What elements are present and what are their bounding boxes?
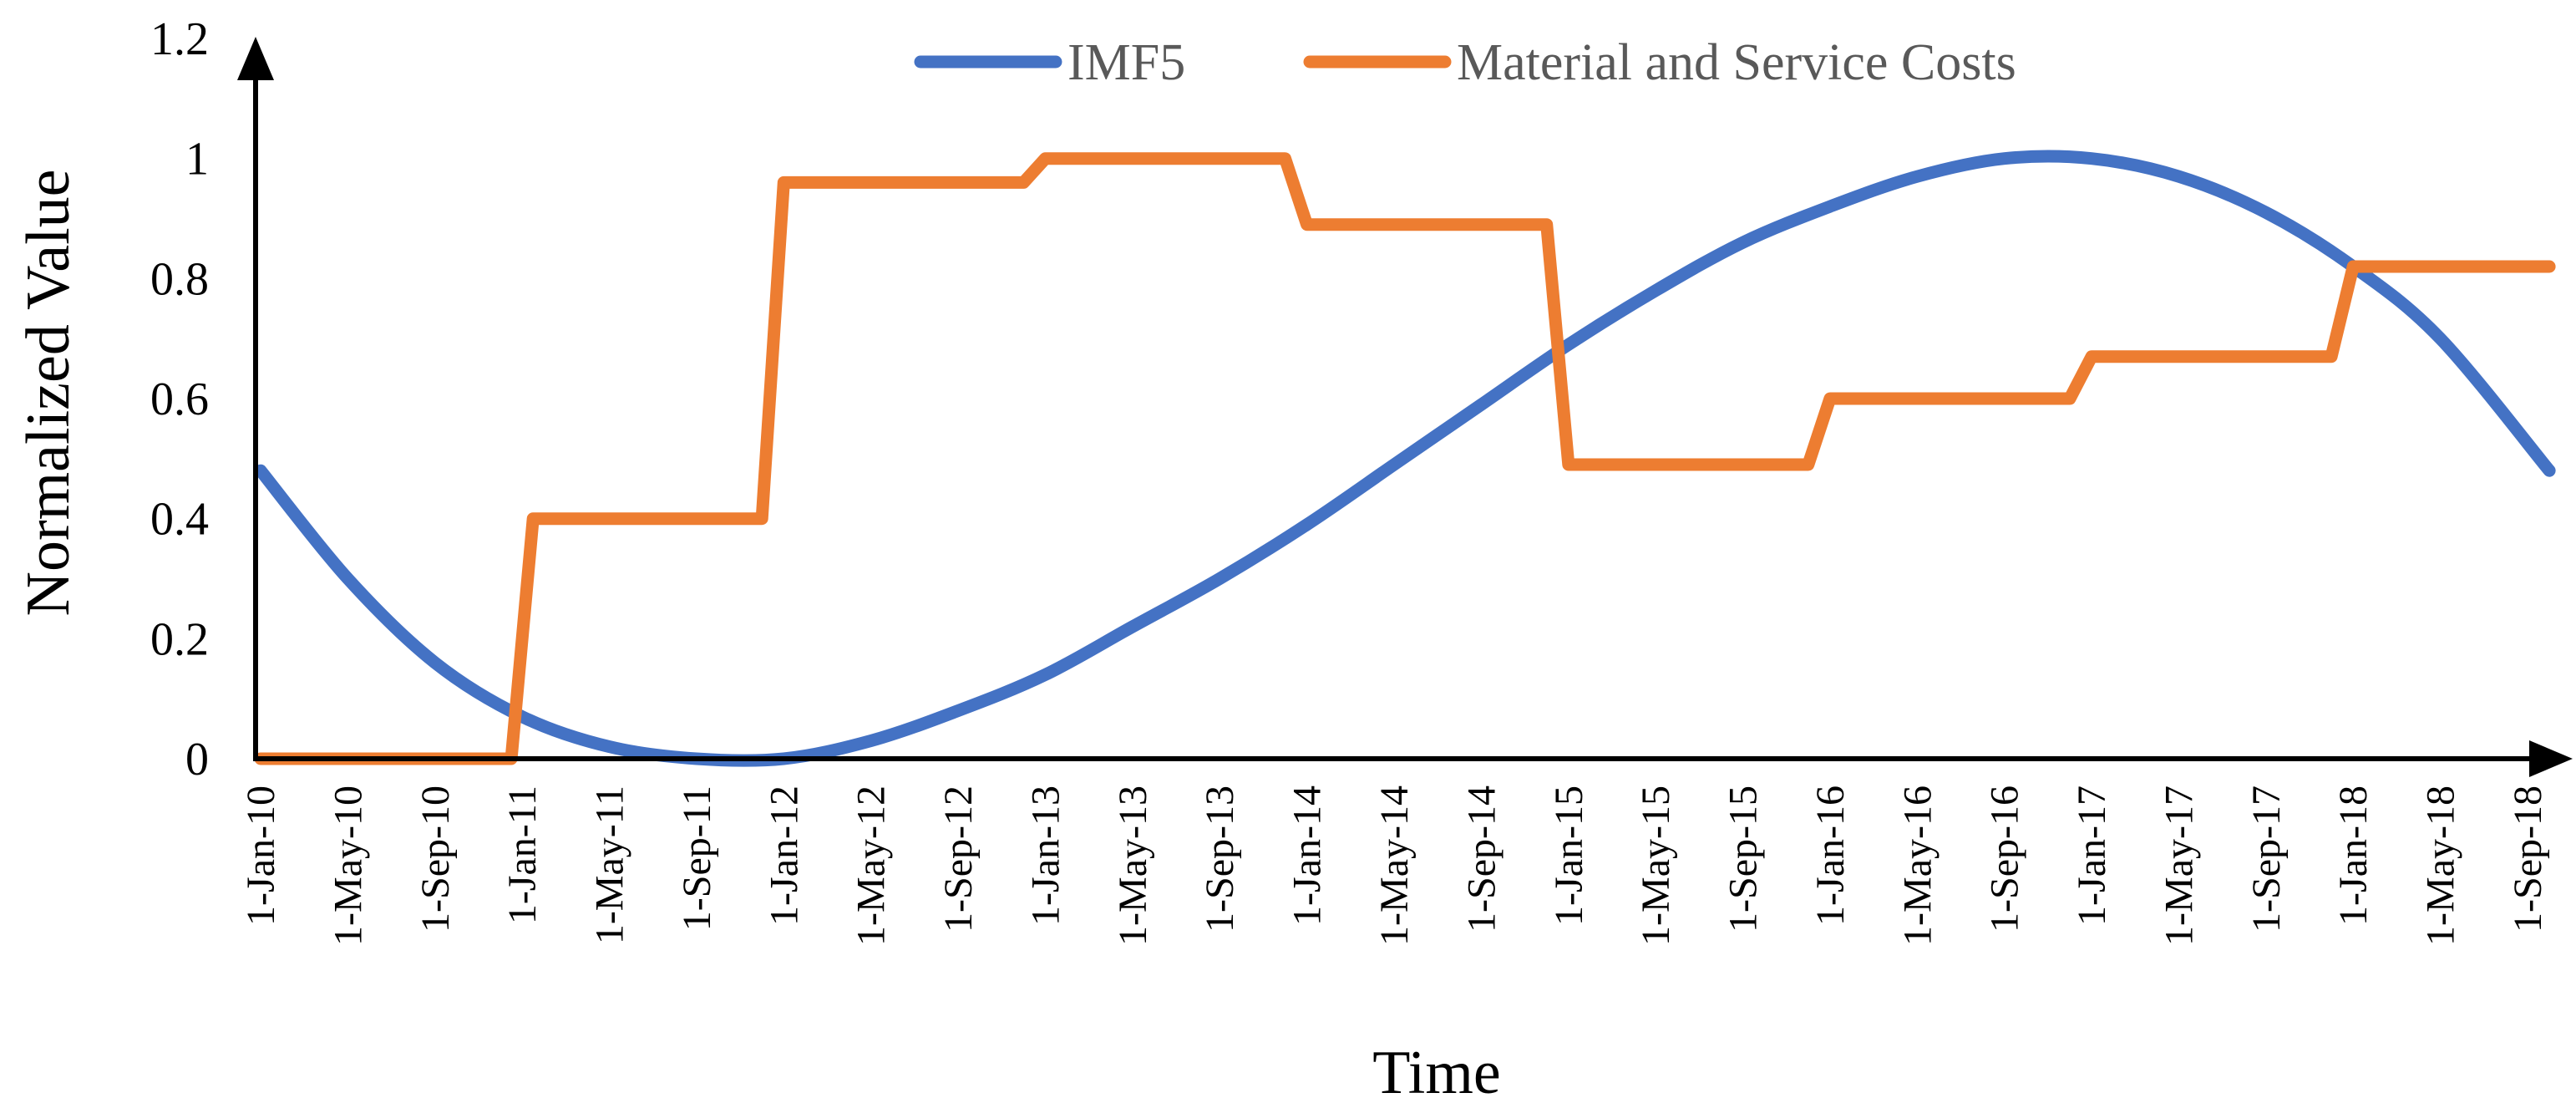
x-tick-label: 1-Sep-11 (675, 785, 719, 931)
x-tick-label: 1-May-13 (1111, 785, 1155, 946)
x-tick-label: 1-Sep-17 (2244, 785, 2289, 933)
x-tick-label: 1-May-18 (2419, 785, 2463, 946)
series-layer (254, 150, 2556, 767)
y-tick-label: 0 (185, 734, 209, 785)
legend-label: IMF5 (1067, 34, 1185, 91)
x-tick-label: 1-Sep-18 (2506, 785, 2550, 933)
legend: IMF5 Material and Service Costs (914, 34, 2016, 91)
x-tick-label: 1-Sep-14 (1459, 785, 1504, 933)
x-tick-label: 1-Jan-12 (762, 785, 806, 926)
x-tick-labels: 1-Jan-10 1-May-10 1-Sep-10 1-Jan-11 1-May-11… (239, 785, 2550, 946)
x-tick-label: 1-May-10 (326, 785, 370, 946)
y-axis-title: Normalized Value (14, 170, 83, 617)
x-tick-label: 1-Jan-14 (1285, 785, 1330, 926)
y-tick-labels: 0 0.2 0.4 0.6 0.8 1 1.2 (150, 13, 209, 785)
axes-layer (237, 37, 2573, 777)
y-tick-label: 0.8 (150, 253, 209, 305)
x-tick-label: 1-Jan-13 (1023, 785, 1067, 926)
x-tick-label: 1-Sep-16 (1983, 785, 2027, 933)
x-tick-label: 1-Jan-16 (1808, 785, 1853, 926)
series-line-material-and-service-costs (254, 152, 2556, 765)
x-tick-label: 1-May-12 (849, 785, 894, 946)
x-tick-label: 1-Sep-10 (413, 785, 458, 933)
series-line-imf5 (254, 150, 2556, 767)
x-tick-label: 1-May-11 (588, 785, 632, 944)
x-axis-arrowhead (2529, 740, 2573, 777)
x-tick-label: 1-Sep-15 (1722, 785, 1766, 933)
x-tick-label: 1-May-16 (1895, 785, 1940, 946)
x-tick-label: 1-Jan-11 (500, 785, 545, 924)
y-tick-label: 0.2 (150, 613, 209, 665)
x-tick-label: 1-May-15 (1634, 785, 1678, 946)
y-axis-arrowhead (237, 37, 274, 80)
y-tick-label: 0.6 (150, 374, 209, 425)
x-axis-title: Time (1372, 1039, 1501, 1103)
x-tick-label: 1-May-17 (2157, 785, 2201, 946)
x-tick-label: 1-Sep-12 (936, 785, 981, 933)
x-tick-label: 1-Jan-18 (2331, 785, 2376, 926)
x-tick-label: 1-May-14 (1372, 785, 1417, 946)
x-tick-label: 1-Jan-17 (2070, 785, 2114, 926)
x-tick-label: 1-Jan-10 (239, 785, 283, 926)
y-tick-label: 1.2 (150, 13, 209, 65)
legend-label: Material and Service Costs (1457, 34, 2016, 91)
x-tick-label: 1-Sep-13 (1198, 785, 1242, 933)
y-tick-label: 0.4 (150, 494, 209, 546)
x-tick-label: 1-Jan-15 (1547, 785, 1591, 926)
y-tick-label: 1 (185, 134, 209, 186)
